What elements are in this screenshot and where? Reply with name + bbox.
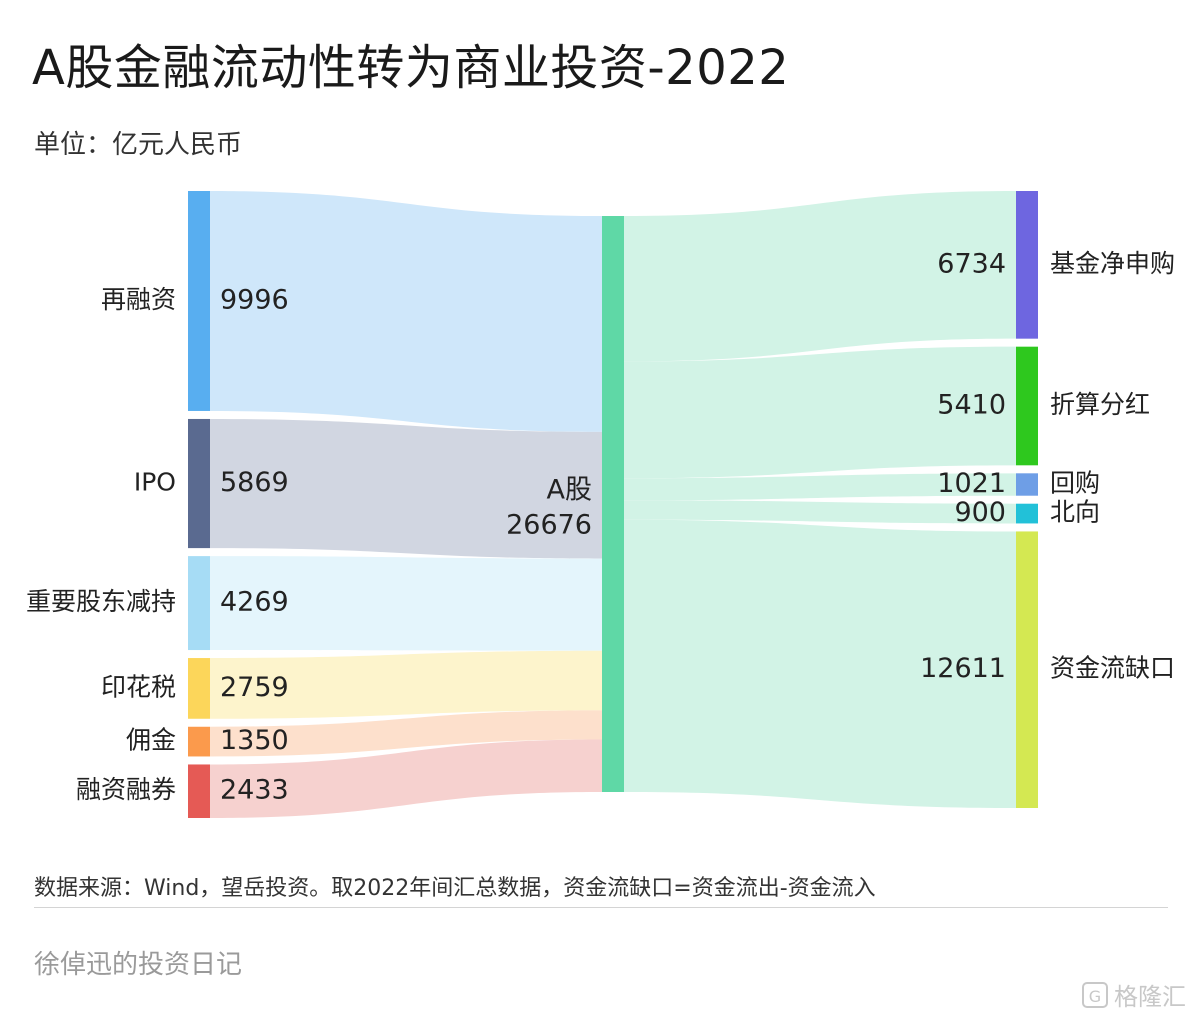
- sankey-chart: 再融资 9996 IPO 5869 重要股东减持 4269 印花税 2759 佣金 1350 融资融…: [26, 191, 1175, 818]
- target-label-3: 回购: [1050, 469, 1100, 498]
- source-node-4: [188, 658, 210, 719]
- target-value-2: 5410: [937, 389, 1006, 420]
- source-label-2: IPO: [134, 468, 176, 497]
- flow-source-5: [210, 710, 602, 757]
- source-value-2: 5869: [220, 467, 289, 498]
- divider: [34, 907, 1168, 908]
- source-node-6: [188, 764, 210, 818]
- flow-source-6: [210, 739, 602, 818]
- flow-target-3: [624, 473, 1016, 501]
- target-value-1: 6734: [937, 248, 1006, 279]
- source-label-6: 融资融券: [76, 775, 176, 804]
- source-node-2: [188, 418, 210, 549]
- center-label: A股: [547, 475, 592, 506]
- author-name: 徐倬迅的投资日记: [34, 950, 243, 980]
- source-value-6: 2433: [220, 775, 289, 806]
- watermark-text: 格隆汇: [1114, 983, 1186, 1011]
- source-note: 数据来源：Wind，望岳投资。取2022年间汇总数据，资金流缺口=资金流出-资金…: [34, 876, 876, 901]
- center-node: [602, 216, 624, 792]
- target-node-4: [1016, 503, 1038, 524]
- flow-source-2: [210, 418, 602, 559]
- source-label-3: 重要股东减持: [26, 587, 176, 616]
- source-label-1: 再融资: [101, 285, 176, 314]
- source-value-3: 4269: [220, 587, 289, 618]
- chart-title: A股金融流动性转为商业投资-2022: [32, 40, 790, 96]
- target-label-5: 资金流缺口: [1050, 654, 1175, 683]
- center-value: 26676: [506, 510, 592, 541]
- flow-target-4: [624, 500, 1016, 524]
- source-value-1: 9996: [220, 284, 289, 315]
- source-value-5: 1350: [220, 725, 289, 756]
- source-label-4: 印花税: [101, 672, 176, 701]
- target-value-3: 1021: [937, 468, 1006, 499]
- target-label-2: 折算分红: [1050, 390, 1150, 419]
- target-value-5: 12611: [920, 653, 1006, 684]
- target-node-5: [1016, 531, 1038, 808]
- target-node-1: [1016, 191, 1038, 339]
- flow-target-1: [624, 191, 1016, 362]
- flow-source-3: [210, 556, 602, 651]
- source-label-5: 佣金: [126, 726, 176, 755]
- flow-target-5: [624, 519, 1016, 808]
- target-node-2: [1016, 346, 1038, 466]
- watermark: G 格隆汇: [1082, 977, 1186, 1012]
- source-node-1: [188, 191, 210, 411]
- source-node-3: [188, 556, 210, 651]
- target-value-4: 900: [954, 497, 1006, 528]
- source-node-5: [188, 726, 210, 757]
- unit-label: 单位：亿元人民币: [34, 130, 243, 160]
- target-label-1: 基金净申购: [1050, 249, 1175, 278]
- flow-target-2: [624, 346, 1016, 479]
- target-label-4: 北向: [1050, 498, 1100, 527]
- flow-source-4: [210, 650, 602, 719]
- flow-source-1: [210, 191, 602, 432]
- source-value-4: 2759: [220, 672, 289, 703]
- watermark-logo-icon: G: [1082, 981, 1108, 1008]
- target-node-3: [1016, 473, 1038, 496]
